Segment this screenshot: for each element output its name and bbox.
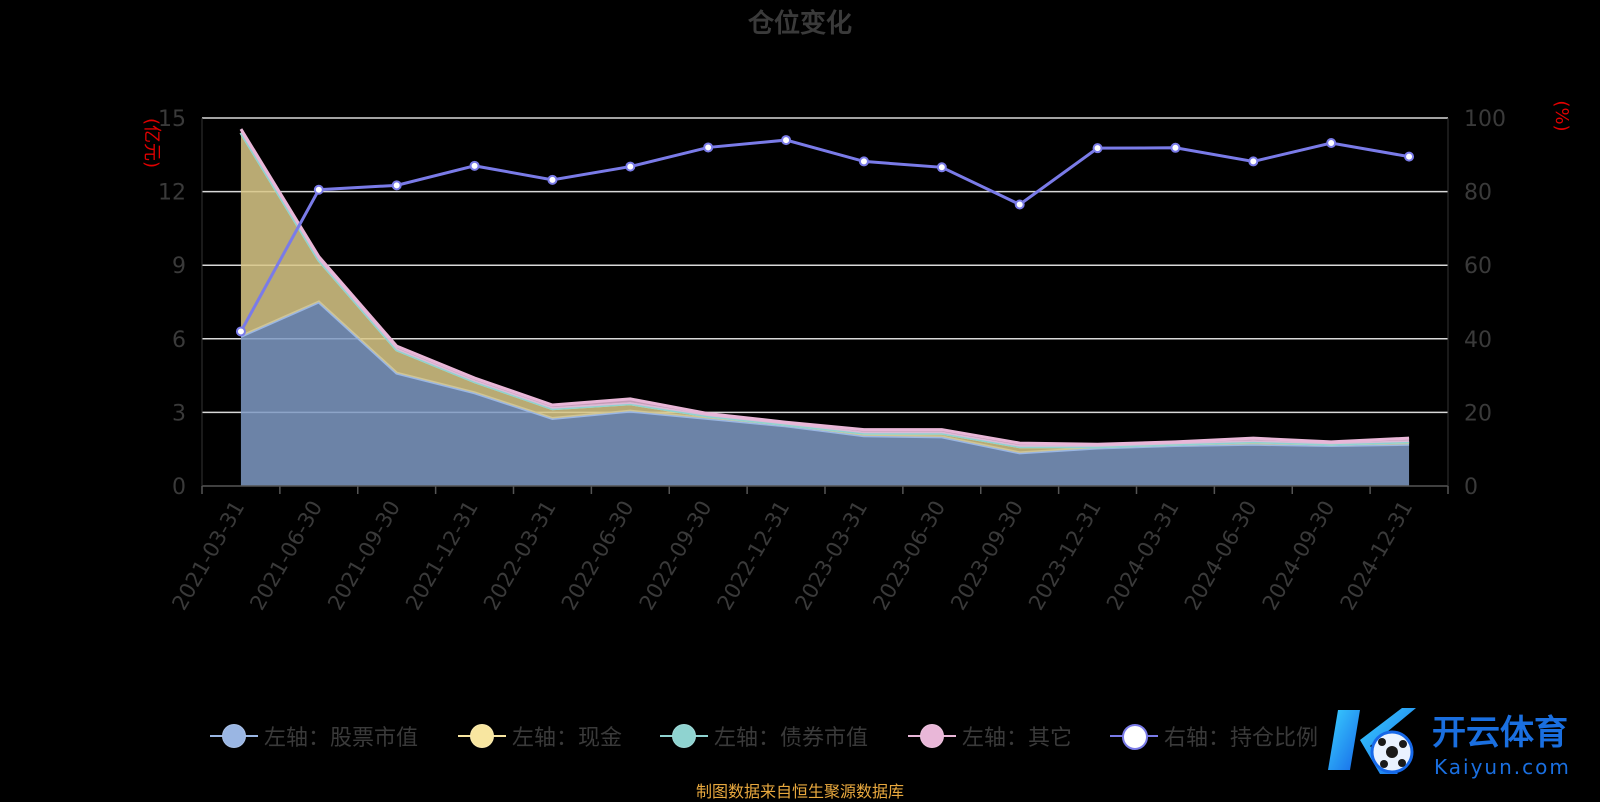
left-y-tick-label: 15 — [158, 107, 186, 132]
watermark-brand-en: Kaiyun.com — [1434, 755, 1571, 779]
left-axis-unit: (亿元) — [141, 118, 162, 168]
x-tick-label: 2022-09-30 — [635, 497, 717, 615]
holding-ratio-point — [313, 184, 324, 195]
holding-ratio-line — [239, 138, 1410, 333]
holding-ratio-point — [858, 156, 869, 167]
x-tick-label: 2021-12-31 — [401, 497, 483, 615]
legend-item[interactable]: 左轴：现金 — [458, 716, 622, 756]
legend-item[interactable]: 左轴：股票市值 — [210, 716, 418, 756]
holding-ratio-point — [391, 180, 402, 191]
right-y-tick-label: 40 — [1464, 328, 1492, 353]
legend-item[interactable]: 左轴：债券市值 — [660, 716, 868, 756]
watermark-brand-cn: 开云体育 — [1432, 713, 1568, 753]
holding-ratio-point — [1014, 199, 1025, 210]
legend-label: 左轴：股票市值 — [264, 726, 419, 751]
kaiyun-logo-icon — [1328, 708, 1416, 774]
legend-label: 左轴：债券市值 — [714, 726, 869, 751]
left-y-tick-label: 6 — [172, 328, 186, 353]
right-y-tick-label: 0 — [1464, 475, 1478, 500]
kaiyun-watermark: 开云体育 Kaiyun.com — [1328, 708, 1571, 779]
right-y-tick-label: 100 — [1464, 107, 1506, 132]
x-tick-label: 2024-06-30 — [1180, 497, 1262, 615]
chart-legend: 左轴：股票市值 左轴：现金 左轴：债券市值 左轴：其它 右轴：持仓比例 — [0, 716, 1600, 756]
legend-swatch-icon — [1110, 724, 1158, 750]
holding-ratio-point — [1326, 138, 1337, 149]
x-tick-label: 2023-06-30 — [868, 497, 950, 615]
legend-label: 右轴：持仓比例 — [1164, 726, 1319, 751]
left-y-tick-label: 9 — [172, 254, 186, 279]
area-series-1 — [240, 302, 1410, 486]
holding-ratio-point — [936, 162, 947, 173]
left-y-tick-label: 0 — [172, 475, 186, 500]
right-y-tick-label: 80 — [1464, 181, 1492, 206]
legend-swatch-icon — [908, 724, 956, 748]
x-tick-label: 2021-06-30 — [245, 497, 327, 615]
holding-ratio-point — [1092, 143, 1103, 154]
holding-ratio-point — [625, 161, 636, 172]
data-source-footer: 制图数据来自恒生聚源数据库 — [695, 782, 904, 801]
left-y-tick-label: 3 — [172, 401, 186, 426]
left-y-tick-label: 12 — [158, 181, 186, 206]
holding-ratio-point — [781, 135, 792, 146]
x-tick-label: 2024-09-30 — [1258, 497, 1340, 615]
holding-ratio-point — [1170, 142, 1181, 153]
legend-item[interactable]: 左轴：其它 — [908, 716, 1072, 756]
holding-ratio-point — [469, 160, 480, 171]
holding-ratio-point — [1248, 156, 1259, 167]
holding-ratio-point — [1404, 151, 1415, 162]
legend-label: 左轴：现金 — [512, 726, 623, 751]
legend-swatch-icon — [458, 724, 506, 748]
x-tick-label: 2021-03-31 — [167, 497, 249, 615]
x-tick-label: 2023-09-30 — [946, 497, 1028, 615]
area-series-line-4 — [239, 128, 1410, 446]
x-tick-label: 2024-12-31 — [1336, 497, 1418, 615]
legend-swatch-icon — [660, 724, 708, 748]
holding-ratio-point — [235, 326, 246, 337]
right-y-tick-label: 60 — [1464, 254, 1492, 279]
x-tick-label: 2022-12-31 — [713, 497, 795, 615]
x-tick-label: 2023-12-31 — [1024, 497, 1106, 615]
x-tick-label: 2021-09-30 — [323, 497, 405, 615]
right-y-tick-label: 20 — [1464, 401, 1492, 426]
legend-label: 左轴：其它 — [962, 726, 1073, 751]
chart-title: 仓位变化 — [747, 8, 852, 39]
holding-ratio-point — [547, 174, 558, 185]
x-tick-label: 2023-03-31 — [790, 497, 872, 615]
x-tick-label: 2022-03-31 — [479, 497, 561, 615]
holding-ratio-point — [703, 142, 714, 153]
legend-swatch-icon — [210, 724, 258, 748]
right-axis-unit: (%) — [1551, 100, 1572, 131]
x-tick-label: 2024-03-31 — [1102, 497, 1184, 615]
legend-item[interactable]: 右轴：持仓比例 — [1110, 716, 1318, 756]
x-tick-label: 2022-06-30 — [557, 497, 639, 615]
